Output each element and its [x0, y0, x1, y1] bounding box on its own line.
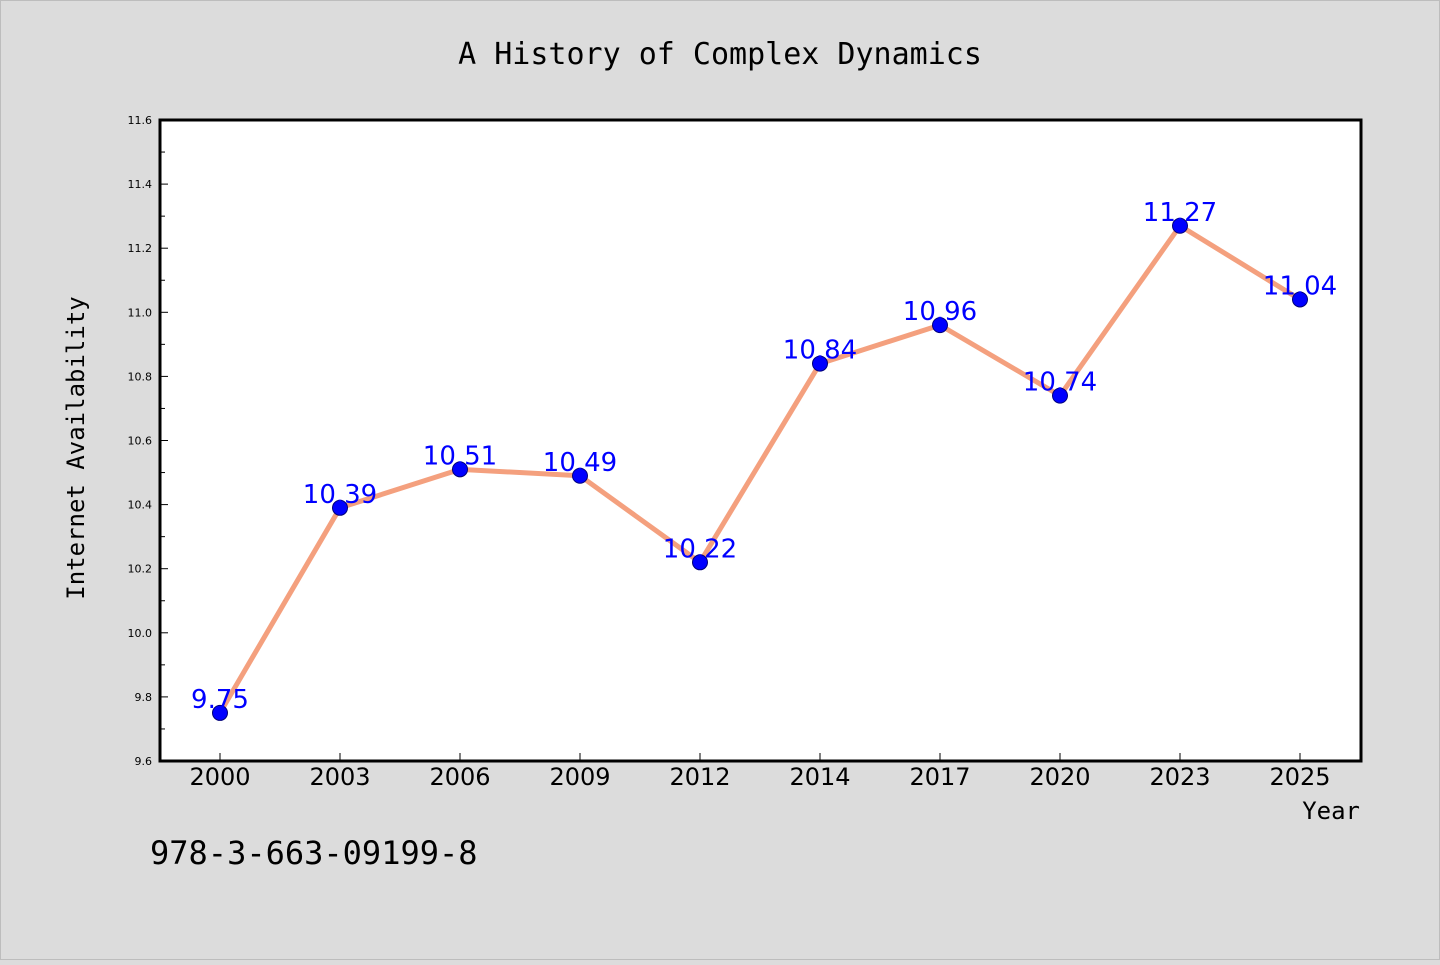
- plot-area: [160, 120, 1361, 761]
- x-axis-label: Year: [1302, 797, 1360, 825]
- data-label: 10.49: [543, 448, 617, 478]
- data-labels: 9.75 10.39 10.51 10.49 10.22 10.84 10.96 10.74 1…: [191, 198, 1337, 715]
- y-tick-label: 11.0: [128, 306, 153, 319]
- data-point: [572, 467, 588, 484]
- data-point: [1052, 387, 1068, 404]
- data-point: [1292, 291, 1308, 308]
- x-tick-label: 2006: [429, 763, 490, 791]
- data-label: 10.51: [423, 441, 497, 471]
- isbn-text: 978-3-663-09199-8: [150, 834, 478, 872]
- y-tick-label: 10.2: [128, 563, 153, 576]
- y-axis-label: Internet Availability: [62, 296, 90, 599]
- y-tick-label: 10.8: [128, 370, 153, 383]
- x-tick-label: 2020: [1029, 763, 1090, 791]
- data-point: [212, 704, 228, 721]
- y-tick-label: 10.4: [128, 499, 153, 512]
- plot-frame: [158, 118, 1363, 763]
- data-label: 11.27: [1143, 198, 1217, 228]
- x-tick-label: 2017: [909, 763, 970, 791]
- data-point: [332, 499, 348, 516]
- chart-title: A History of Complex Dynamics: [458, 37, 982, 72]
- y-tick-label: 9.8: [135, 691, 153, 704]
- series-line: [217, 223, 1303, 716]
- x-tick-label: 2012: [669, 763, 730, 791]
- data-label: 10.22: [663, 534, 737, 564]
- y-axis-ticks: 9.6 9.8 10.0 10.2 10.4 10.6 10.8 11.0 11.2 11.4 11…: [128, 114, 168, 768]
- data-point: [932, 317, 948, 334]
- data-label: 11.04: [1263, 271, 1337, 301]
- x-tick-label: 2000: [189, 763, 250, 791]
- y-tick-label: 9.6: [135, 755, 153, 768]
- y-tick-label: 11.4: [128, 178, 153, 191]
- data-point: [692, 554, 708, 571]
- x-axis-ticks: 2000 2003 2006 2009 2012 2014 2017 2020 2023 2025: [189, 753, 1331, 791]
- x-tick-label: 2014: [789, 763, 850, 791]
- y-tick-label: 10.6: [128, 435, 153, 448]
- y-tick-label: 11.2: [128, 242, 153, 255]
- y-tick-label: 10.0: [128, 627, 153, 640]
- data-label: 10.96: [903, 297, 977, 327]
- x-tick-label: 2023: [1149, 763, 1210, 791]
- data-point: [812, 355, 828, 372]
- data-point: [452, 461, 468, 478]
- y-tick-label: 11.6: [128, 114, 153, 127]
- data-label: 10.74: [1023, 368, 1097, 398]
- x-tick-label: 2025: [1269, 763, 1330, 791]
- x-tick-label: 2003: [309, 763, 370, 791]
- data-point: [1172, 217, 1188, 234]
- data-label: 10.39: [303, 480, 377, 510]
- series-markers: [212, 217, 1308, 721]
- data-label: 9.75: [191, 685, 249, 715]
- x-tick-label: 2009: [549, 763, 610, 791]
- data-label: 10.84: [783, 336, 857, 366]
